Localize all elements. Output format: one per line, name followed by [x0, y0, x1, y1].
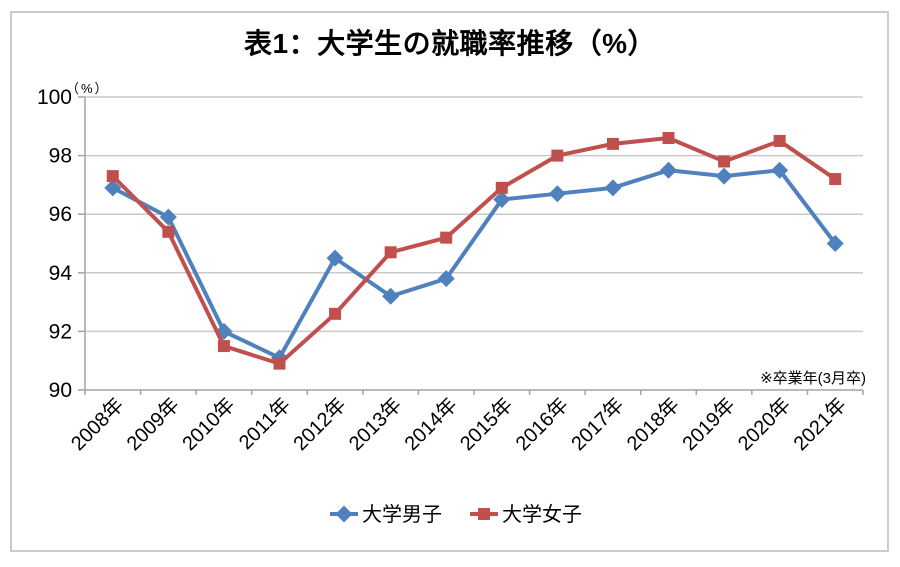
series-line-1: [110, 136, 838, 366]
legend-label-0: 大学男子: [362, 503, 442, 526]
legend-marker-0: [335, 505, 353, 523]
y-tick-label: 92: [49, 320, 72, 343]
x-tick-label: 2020年: [733, 393, 795, 455]
data-point-0-1: [159, 208, 177, 226]
x-tick-label: 2009年: [122, 393, 184, 455]
data-point-0-12: [771, 161, 789, 179]
x-tick-label: 2013年: [344, 393, 406, 455]
chart-title: 表1：大学生の就職率推移（%）: [244, 28, 656, 59]
data-point-1-9: [606, 137, 619, 150]
data-point-0-0: [104, 179, 122, 197]
data-point-1-4: [329, 307, 342, 320]
x-tick-label: 2010年: [178, 393, 240, 455]
x-tick-label: 2016年: [511, 393, 573, 455]
data-point-1-8: [551, 149, 564, 162]
x-tick-label: 2011年: [234, 393, 295, 454]
x-tick-label: 2008年: [66, 393, 128, 455]
data-point-0-5: [382, 287, 400, 305]
data-point-0-8: [548, 185, 566, 203]
data-point-1-3: [273, 357, 286, 370]
y-tick-label: 98: [49, 145, 72, 168]
data-point-1-7: [495, 181, 508, 194]
data-point-1-2: [217, 340, 230, 353]
x-tick-label: 2021年: [789, 393, 851, 455]
y-tick-label: 94: [49, 262, 73, 285]
data-point-1-5: [384, 246, 397, 259]
data-point-1-10: [662, 132, 675, 145]
series-line-0: [110, 168, 838, 360]
data-point-0-9: [604, 179, 622, 197]
x-tick-label: 2018年: [622, 393, 684, 455]
data-point-0-10: [660, 161, 677, 179]
data-point-0-13: [826, 235, 844, 252]
data-point-1-0: [106, 170, 119, 183]
data-point-1-11: [718, 155, 731, 168]
data-point-1-12: [773, 134, 786, 147]
data-point-0-4: [326, 249, 344, 267]
y-axis-unit-label: （%）: [66, 81, 110, 96]
x-tick-label: 2012年: [289, 393, 351, 455]
data-point-0-7: [493, 191, 511, 209]
annotation-note: ※卒業年(3月卒): [760, 370, 866, 387]
x-tick-label: 2014年: [400, 393, 462, 455]
data-point-0-11: [715, 167, 733, 185]
data-point-1-6: [440, 231, 453, 244]
x-tick-label: 2017年: [567, 393, 629, 455]
y-tick-label: 90: [49, 379, 72, 402]
data-point-1-13: [829, 173, 842, 186]
x-tick-label: 2019年: [678, 393, 740, 455]
x-tick-label: 2015年: [455, 393, 517, 455]
legend-label-1: 大学女子: [502, 503, 582, 526]
y-tick-label: 100: [37, 86, 72, 109]
y-tick-label: 96: [49, 203, 72, 226]
data-point-0-6: [437, 270, 455, 288]
data-point-1-1: [162, 225, 175, 238]
legend-marker-1: [478, 508, 490, 520]
